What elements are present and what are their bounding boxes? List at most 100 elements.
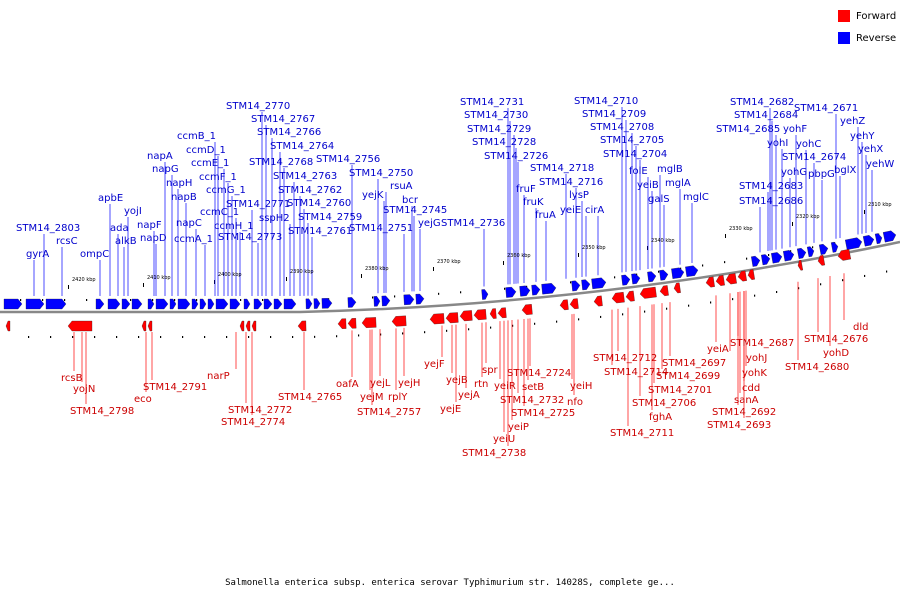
reverse-gene-label: STM14_2750 (349, 168, 413, 179)
reverse-gene-43 (751, 255, 761, 267)
strand-dot (754, 294, 756, 297)
reverse-gene-label: bglX (834, 165, 856, 176)
reverse-gene-label: STM14_2764 (270, 141, 334, 152)
reverse-genes (3, 230, 897, 310)
forward-gene-9 (347, 318, 357, 329)
reverse-gene-label: lysP (569, 190, 589, 201)
reverse-gene-36 (591, 277, 607, 290)
forward-gene-14 (459, 310, 473, 322)
forward-gene-label: spr (482, 365, 499, 376)
forward-gene-0 (5, 320, 11, 332)
forward-gene-label: STM14_2724 (507, 368, 571, 379)
reverse-gene-label: ccmH_1 (214, 221, 254, 232)
reverse-gene-label: yeiB (637, 180, 659, 191)
reverse-gene-0 (3, 298, 23, 310)
reverse-gene-5 (121, 298, 131, 310)
reverse-gene-label: alkB (115, 236, 137, 247)
reverse-gene-label: STM14_2683 (739, 181, 803, 192)
strand-dot (270, 336, 272, 338)
genome-caption: Salmonella enterica subsp. enterica sero… (225, 578, 675, 588)
reverse-gene-48 (806, 246, 815, 258)
forward-gene-label: yejF (424, 359, 445, 370)
reverse-gene-label: ompC (80, 249, 109, 260)
forward-gene-15 (473, 309, 487, 321)
forward-gene-21 (593, 295, 603, 307)
reverse-gene-label: STM14_2763 (273, 171, 337, 182)
reverse-gene-label: fruK (523, 197, 544, 208)
reverse-gene-42 (685, 265, 699, 277)
strand-dot (666, 307, 668, 310)
forward-gene-6 (251, 320, 257, 332)
forward-gene-label: narP (207, 371, 230, 382)
reverse-gene-label: rsuA (390, 181, 413, 192)
forward-gene-30 (737, 270, 747, 282)
kbp-tick-label: 2350 kbp (582, 245, 606, 251)
strand-dot (424, 331, 426, 334)
forward-gene-label: STM14_2706 (632, 398, 696, 409)
reverse-gene-44 (761, 254, 771, 266)
forward-gene-label: fghA (649, 412, 672, 423)
forward-gene-19 (559, 299, 569, 311)
forward-gene-label: yohJ (746, 353, 767, 364)
reverse-gene-label: STM14_2709 (582, 109, 646, 120)
genome-backbone (0, 240, 900, 314)
forward-gene-label: setB (522, 382, 544, 393)
kbp-tick-label: 2360 kbp (507, 253, 531, 259)
forward-gene-label: STM14_2732 (500, 395, 564, 406)
forward-genes (5, 249, 852, 332)
reverse-gene-8 (155, 298, 169, 310)
reverse-gene-32 (531, 284, 541, 296)
reverse-gene-46 (783, 250, 795, 262)
forward-gene-label: STM14_2791 (143, 382, 207, 393)
strand-dot (622, 313, 624, 316)
forward-gene-18 (521, 304, 533, 315)
reverse-swatch (838, 32, 850, 44)
reverse-gene-label: napB (171, 192, 197, 203)
reverse-gene-label: STM14_2704 (603, 149, 667, 160)
legend: Forward Reverse (838, 8, 896, 52)
reverse-gene-label: STM14_2771 (226, 199, 290, 210)
strand-dot (534, 322, 536, 325)
reverse-gene-52 (862, 235, 875, 247)
kbp-tick-label: 2380 kbp (365, 266, 389, 272)
strand-dot (394, 295, 396, 298)
strand-dot (614, 276, 616, 279)
forward-gene-17 (497, 307, 507, 319)
reverse-gene-14 (215, 298, 229, 310)
reverse-gene-15 (229, 298, 241, 310)
forward-gene-label: yohK (742, 368, 767, 379)
forward-gene-label: STM14_2772 (228, 405, 292, 416)
strand-dot (570, 281, 572, 284)
strand-dot (636, 273, 638, 276)
strand-dot (842, 279, 844, 282)
reverse-gene-label: STM14_2686 (739, 196, 803, 207)
forward-gene-label: STM14_2680 (785, 362, 849, 373)
reverse-gene-label: yohF (783, 124, 807, 135)
reverse-gene-label: STM14_2730 (464, 110, 528, 121)
reverse-gene-label: STM14_2759 (298, 212, 362, 223)
strand-dot (512, 324, 514, 327)
strand-dot (358, 334, 360, 337)
forward-gene-label: STM14_2757 (357, 407, 421, 418)
reverse-gene-label: STM14_2674 (782, 152, 846, 163)
strand-dot (702, 264, 704, 267)
reverse-gene-label: STM14_2767 (251, 114, 315, 125)
reverse-gene-37 (621, 274, 631, 286)
reverse-gene-label: yojI (124, 206, 142, 217)
reverse-gene-label: STM14_2684 (734, 110, 798, 121)
kbp-tick (433, 267, 434, 271)
strand-dot (336, 335, 338, 338)
reverse-gene-label: ccmE_1 (191, 158, 229, 169)
reverse-gene-label: folE (629, 166, 648, 177)
kbp-tick-label: 2410 kbp (147, 275, 171, 281)
reverse-gene-13 (207, 298, 215, 310)
reverse-gene-label: yejG (418, 218, 441, 229)
reverse-gene-27 (403, 294, 415, 306)
forward-gene-28 (715, 275, 725, 286)
reverse-gene-11 (191, 298, 199, 310)
strand-dot (380, 333, 382, 336)
strand-dot (314, 335, 316, 338)
forward-gene-label: STM14_2765 (278, 392, 342, 403)
kbp-tick (214, 280, 215, 284)
strand-dot (50, 336, 52, 338)
